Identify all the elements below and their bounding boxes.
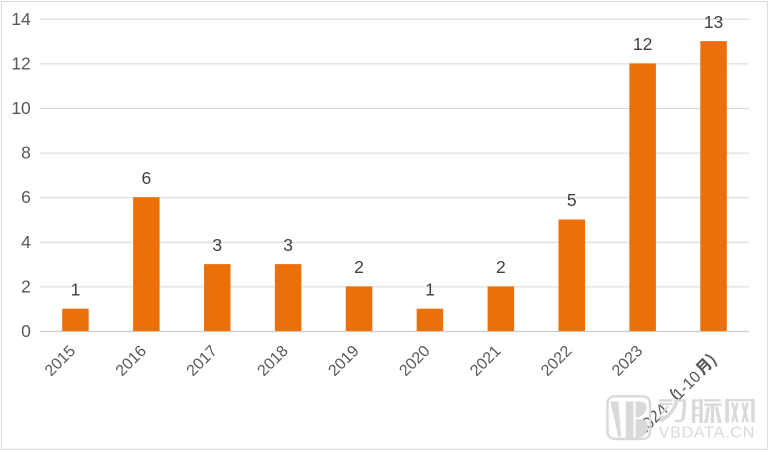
svg-text:14: 14	[11, 9, 31, 29]
svg-text:6: 6	[141, 168, 151, 188]
svg-text:1: 1	[425, 279, 435, 299]
svg-text:0: 0	[21, 321, 31, 341]
svg-text:10: 10	[11, 98, 31, 118]
svg-text:13: 13	[704, 12, 723, 32]
svg-text:6: 6	[21, 187, 31, 207]
svg-text:2: 2	[354, 257, 364, 277]
svg-text:4: 4	[21, 232, 31, 252]
svg-text:3: 3	[283, 235, 293, 255]
svg-text:3: 3	[212, 235, 222, 255]
svg-text:8: 8	[21, 143, 31, 163]
svg-text:VBDATA.CN: VBDATA.CN	[659, 424, 755, 441]
svg-text:1: 1	[71, 279, 81, 299]
svg-text:2: 2	[21, 276, 31, 296]
svg-text:12: 12	[11, 53, 30, 73]
svg-text:2: 2	[496, 257, 506, 277]
svg-text:5: 5	[567, 190, 577, 210]
svg-text:12: 12	[633, 34, 652, 54]
